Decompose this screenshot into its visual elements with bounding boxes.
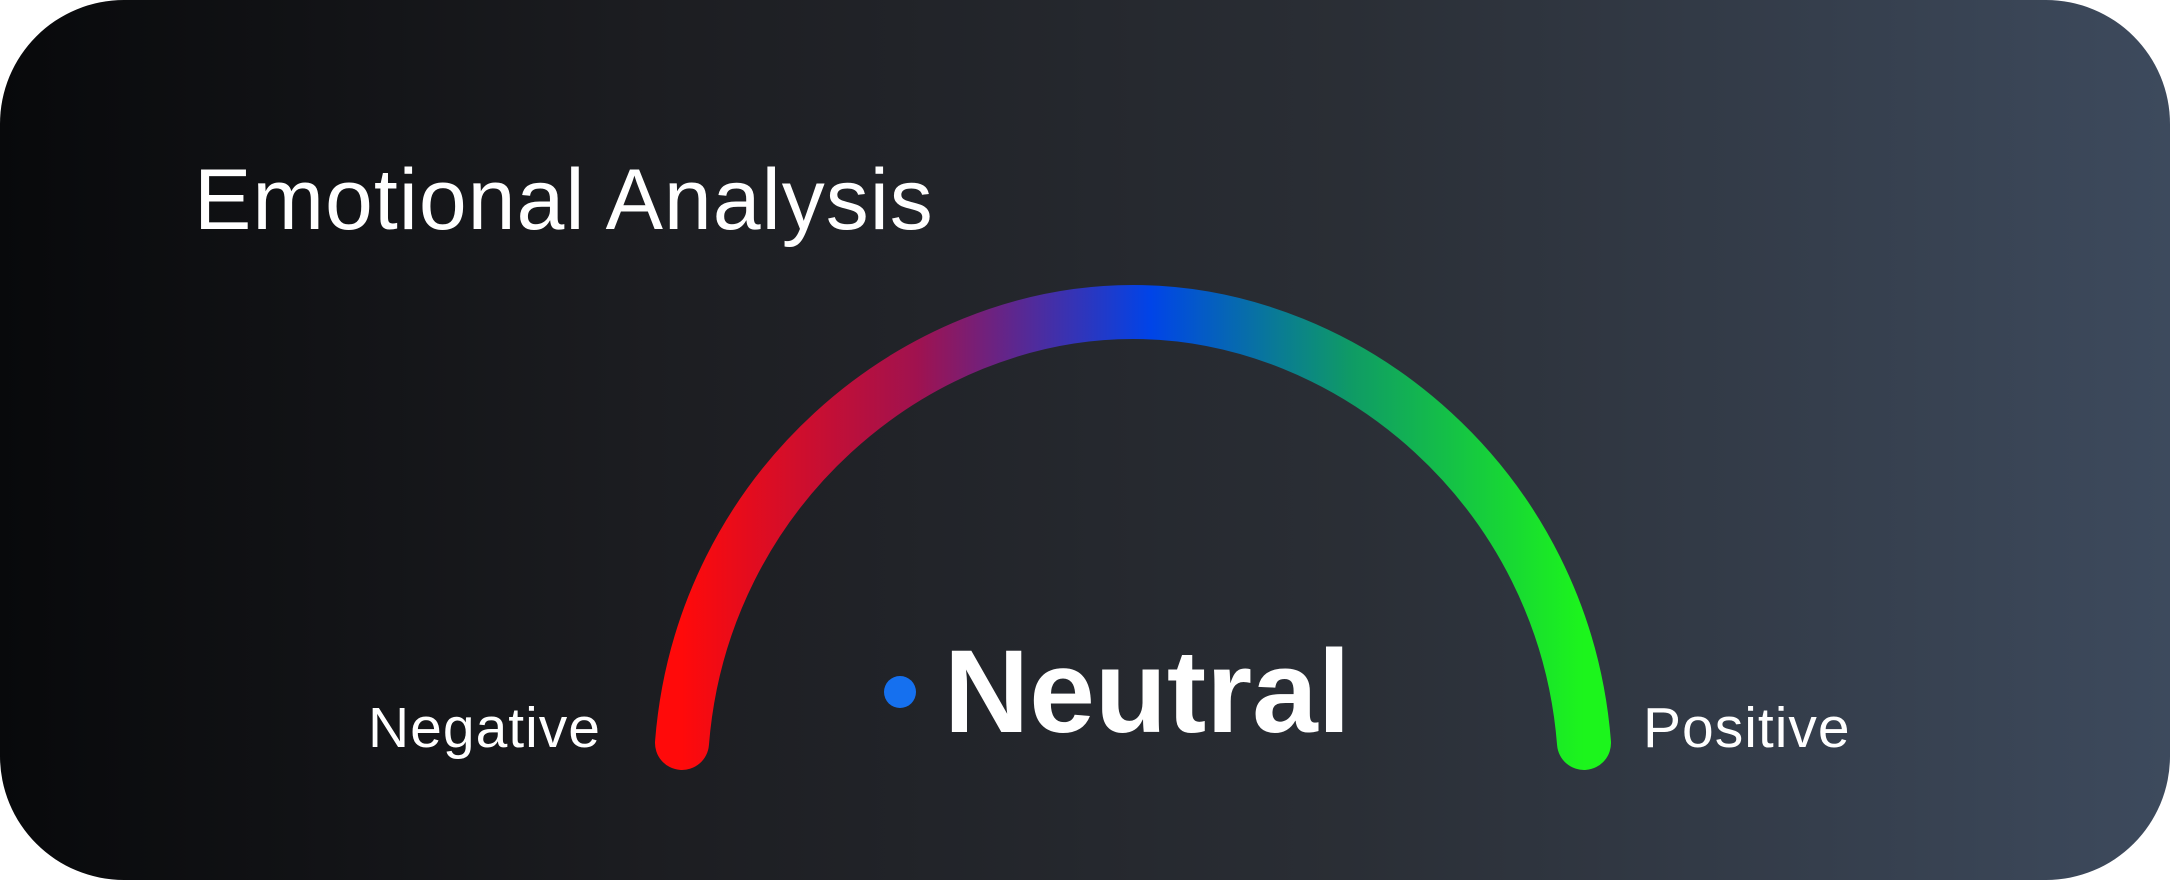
gauge-arc xyxy=(655,284,1611,770)
card-title: Emotional Analysis xyxy=(194,152,934,248)
sentiment-status: Neutral xyxy=(884,632,1351,752)
status-indicator-dot xyxy=(884,676,916,708)
gauge-max-label: Positive xyxy=(1643,696,1851,760)
gauge-min-label: Negative xyxy=(368,696,601,760)
sentiment-status-label: Neutral xyxy=(944,626,1351,758)
